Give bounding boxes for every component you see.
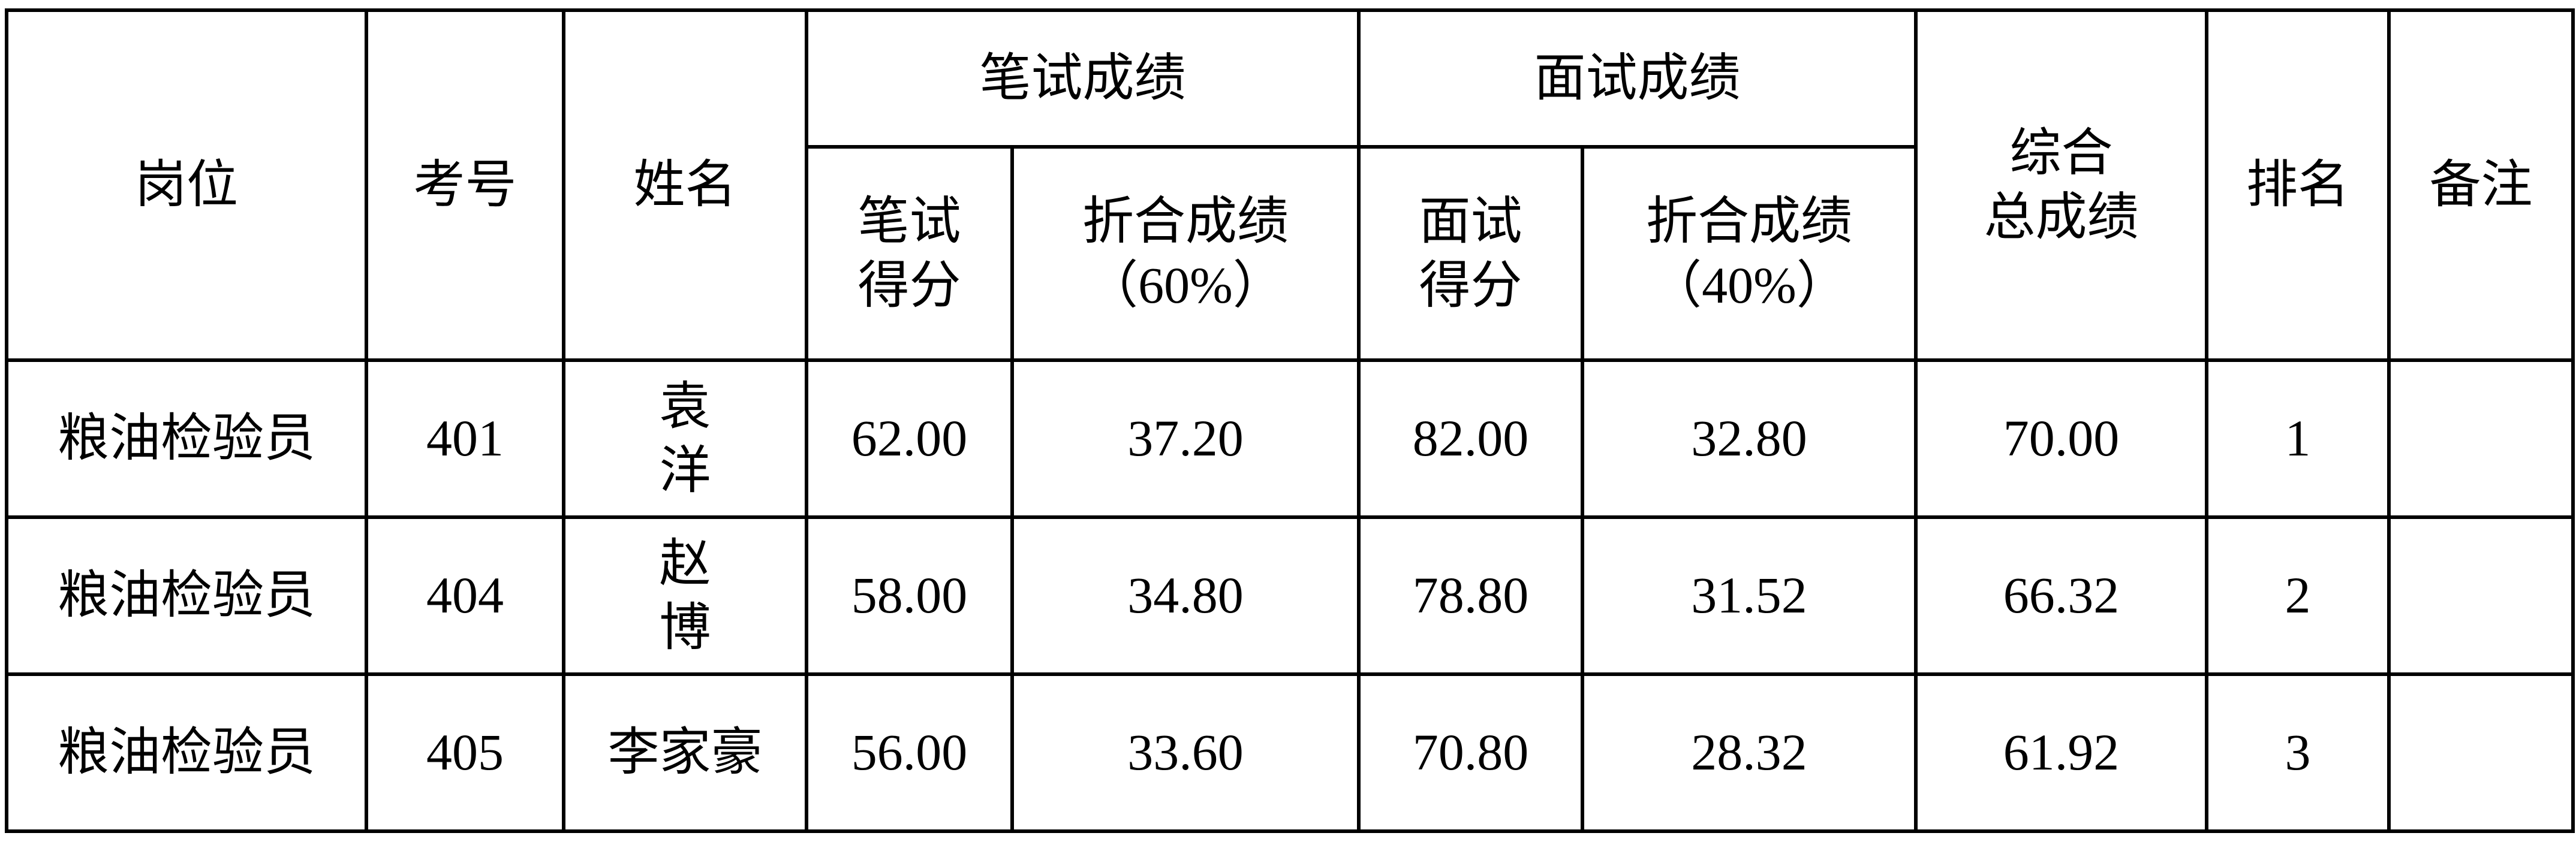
header-interview-weighted: 折合成绩 （40%） [1581,145,1918,362]
cell-interview-weighted: 31.52 [1581,515,1918,676]
header-row-1: 岗位 考号 姓名 笔试成绩 面试成绩 综合总成绩 排名 备注 [5,8,2575,362]
cell-total: 70.00 [1914,358,2208,519]
cell-name: 赵博 [562,515,808,676]
cell-name: 袁洋 [562,358,808,519]
cell-written-weighted: 37.20 [1010,358,1361,519]
cell-exam-no: 405 [365,672,565,833]
cell-interview-score: 78.80 [1357,515,1584,676]
cell-written-score: 62.00 [805,358,1014,519]
cell-post: 粮油检验员 [5,515,368,676]
cell-name: 李家豪 [562,672,808,833]
cell-rank: 1 [2205,358,2391,519]
header-total-line2: 总成绩 [1984,188,2139,246]
header-line: 得分 [1419,257,1522,314]
cell-remark [2387,358,2575,519]
cell-interview-weighted: 32.80 [1581,358,1918,519]
cell-remark [2387,672,2575,833]
cell-exam-no: 401 [365,358,565,519]
cell-interview-score: 70.80 [1357,672,1584,833]
header-rank: 排名 [2205,8,2391,362]
cell-post: 粮油检验员 [5,358,368,519]
table-row: 粮油检验员 401 袁洋 62.00 37.20 82.00 32.80 70.00 1 [5,358,2575,519]
cell-written-weighted: 33.60 [1010,672,1361,833]
header-line: 得分 [857,257,961,314]
cell-written-weighted: 34.80 [1010,515,1361,676]
header-line: 面试 [1419,192,1522,250]
header-written-group: 笔试成绩 [805,8,1361,149]
header-interview-group: 面试成绩 [1357,8,1918,149]
header-line: 折合成绩 [1646,192,1852,250]
table-row: 粮油检验员 404 赵博 58.00 34.80 78.80 31.52 66.32 2 [5,515,2575,676]
header-line: 折合成绩 [1082,192,1289,250]
header-interview-score: 面试 得分 [1357,145,1584,362]
cell-written-score: 58.00 [805,515,1014,676]
cell-total: 66.32 [1914,515,2208,676]
header-remark: 备注 [2387,8,2575,362]
cell-rank: 3 [2205,672,2391,833]
cell-rank: 2 [2205,515,2391,676]
header-exam-no: 考号 [365,8,565,362]
header-total: 综合 总成绩 [1914,8,2208,362]
table-row: 粮油检验员 405 李家豪 56.00 33.60 70.80 28.32 61.92 3 [5,672,2575,833]
header-line: （40%） [1650,257,1848,314]
header-written-score: 笔试 得分 [805,145,1014,362]
cell-interview-score: 82.00 [1357,358,1584,519]
cell-post: 粮油检验员 [5,672,368,833]
cell-interview-weighted: 28.32 [1581,672,1918,833]
header-row-2: 笔试得分 折合成绩 （60%） 面试得分 折合成绩 （40%） [7,145,2573,362]
cell-remark [2387,515,2575,676]
header-line: 笔试 [857,192,961,250]
header-post: 岗位 [5,8,368,362]
header-total-line1: 综合 [2009,123,2113,182]
header-written-weighted: 折合成绩 （60%） [1010,145,1361,362]
cell-written-score: 56.00 [805,672,1014,833]
cell-exam-no: 404 [365,515,565,676]
score-table: 岗位 考号 姓名 笔试成绩 面试成绩 综合总成绩 排名 备注 笔试得分 折合成绩… [5,8,2575,833]
header-name: 姓名 [562,8,808,362]
header-line: （60%） [1087,257,1284,314]
cell-total: 61.92 [1914,672,2208,833]
